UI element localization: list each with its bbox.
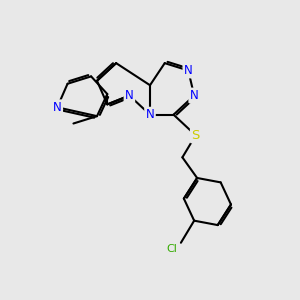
Text: Cl: Cl: [167, 244, 178, 254]
Text: N: N: [146, 108, 154, 121]
Text: S: S: [191, 129, 200, 142]
Text: N: N: [190, 89, 199, 102]
Text: N: N: [125, 89, 134, 102]
Text: N: N: [184, 64, 193, 77]
Text: N: N: [53, 101, 62, 114]
